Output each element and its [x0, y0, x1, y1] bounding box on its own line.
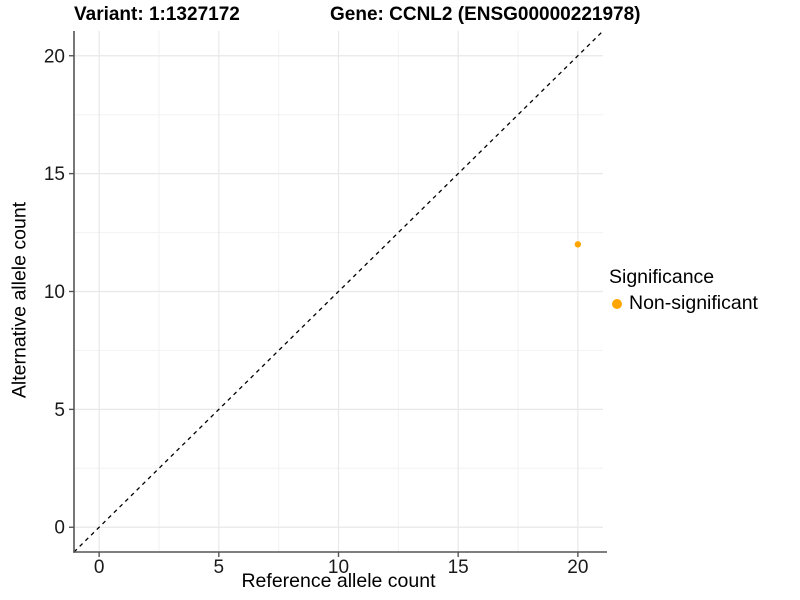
y-tick-label: 5 — [54, 400, 65, 421]
x-tick-label: 15 — [448, 557, 469, 578]
data-point — [574, 241, 582, 248]
y-tick-label: 10 — [44, 282, 65, 303]
legend-point-icon — [612, 298, 622, 309]
x-tick-label: 5 — [214, 557, 225, 578]
y-axis-title: Alternative allele count — [8, 201, 31, 399]
legend-item: Non-significant — [609, 292, 758, 315]
x-axis-title: Reference allele count — [241, 570, 436, 592]
x-tick-label: 10 — [328, 557, 349, 578]
x-tick-label: 0 — [94, 557, 105, 578]
identity-line — [73, 30, 604, 553]
variant-title: Variant: 1:1327172 — [74, 4, 240, 25]
legend: Significance Non-significant — [609, 266, 758, 315]
y-tick-label: 0 — [54, 518, 65, 539]
legend-item-label: Non-significant — [629, 292, 758, 314]
legend-title: Significance — [609, 266, 715, 288]
y-tick-label: 15 — [44, 164, 65, 185]
gene-title: Gene: CCNL2 (ENSG00000221978) — [330, 4, 641, 25]
y-tick-label: 20 — [44, 46, 65, 67]
x-tick-label: 20 — [567, 557, 588, 578]
